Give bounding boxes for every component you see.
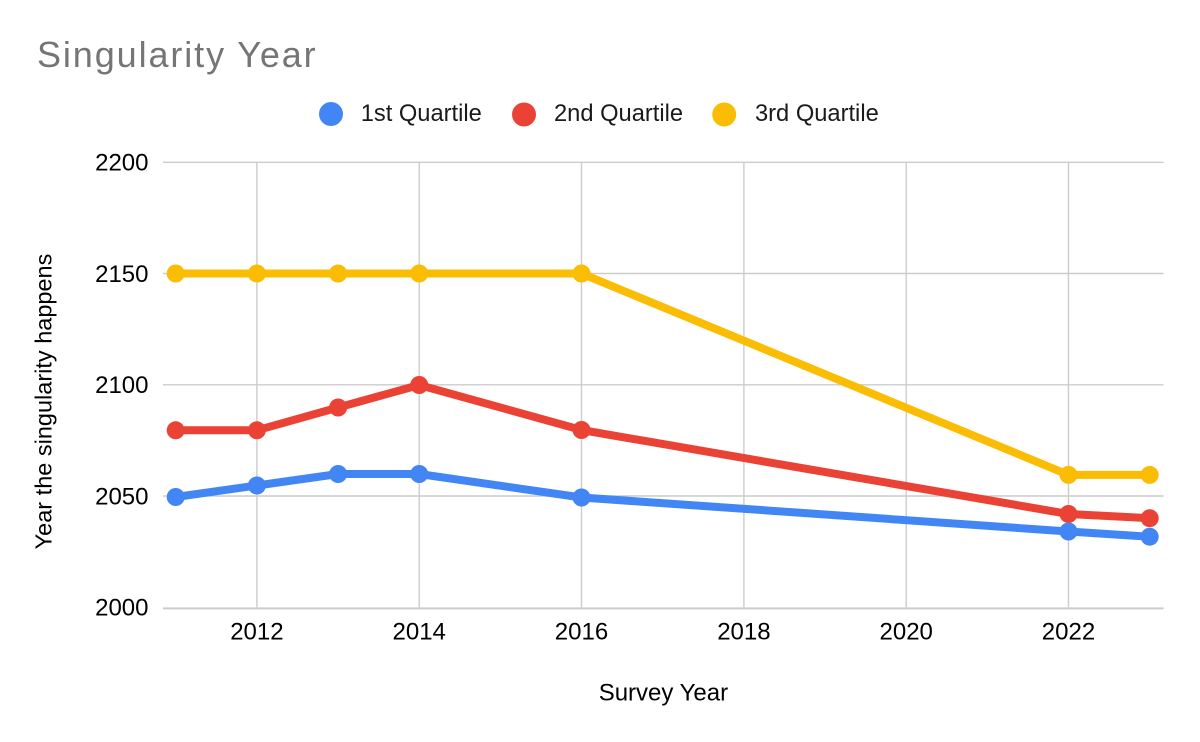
svg-text:2018: 2018: [717, 619, 770, 646]
svg-text:2020: 2020: [880, 619, 933, 646]
svg-text:Survey Year: Survey Year: [599, 679, 728, 706]
svg-text:2nd Quartile: 2nd Quartile: [554, 101, 683, 127]
svg-text:2000: 2000: [95, 595, 148, 622]
svg-text:1st Quartile: 1st Quartile: [361, 101, 482, 127]
svg-text:3rd Quartile: 3rd Quartile: [755, 101, 879, 127]
svg-text:2050: 2050: [95, 483, 148, 510]
svg-text:2022: 2022: [1042, 619, 1095, 646]
svg-text:Year the singularity happens: Year the singularity happens: [31, 254, 57, 550]
svg-text:2014: 2014: [393, 619, 446, 646]
svg-text:2012: 2012: [230, 619, 283, 646]
svg-text:2016: 2016: [555, 619, 608, 646]
svg-text:2150: 2150: [95, 261, 148, 288]
svg-text:2200: 2200: [95, 150, 148, 177]
svg-text:2100: 2100: [95, 372, 148, 399]
svg-text:Singularity Year: Singularity Year: [37, 34, 318, 75]
